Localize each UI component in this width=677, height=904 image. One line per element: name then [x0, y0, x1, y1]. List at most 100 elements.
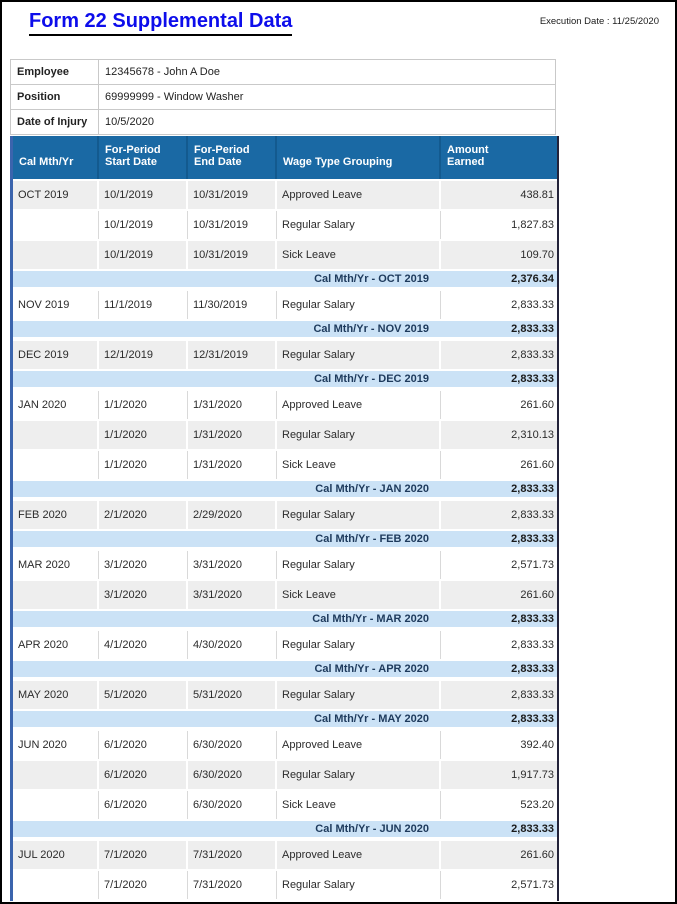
- subtotal-row: Cal Mth/Yr - MAY 2020 2,833.33: [13, 711, 557, 727]
- info-row: Employee 12345678 - John A Doe: [10, 60, 556, 85]
- cell-cal-mth-yr: [13, 871, 99, 899]
- cell-end-date: 6/30/2020: [188, 761, 277, 789]
- cell-end-date: 3/31/2020: [188, 551, 277, 579]
- cell-end-date: 11/30/2019: [188, 291, 277, 319]
- cell-end-date: 2/29/2020: [188, 501, 277, 529]
- cell-amount: 1,917.73: [441, 761, 557, 789]
- cell-wage-type: Regular Salary: [277, 291, 441, 319]
- cell-amount: 523.20: [441, 791, 557, 819]
- info-label: Employee: [10, 60, 98, 84]
- cell-start-date: 6/1/2020: [99, 761, 188, 789]
- execution-date: Execution Date : 11/25/2020: [539, 16, 659, 27]
- cell-amount: 2,571.73: [441, 871, 557, 899]
- wage-row: 1/1/2020 1/31/2020 Regular Salary 2,310.13: [13, 421, 557, 449]
- subtotal-row: Cal Mth/Yr - JAN 2020 2,833.33: [13, 481, 557, 497]
- cell-wage-type: Regular Salary: [277, 551, 441, 579]
- wage-table-body: OCT 2019 10/1/2019 10/31/2019 Approved Leav…: [13, 181, 557, 899]
- subtotal-amount: 2,833.33: [441, 611, 557, 627]
- cell-wage-type: Approved Leave: [277, 391, 441, 419]
- cell-start-date: 6/1/2020: [99, 791, 188, 819]
- subtotal-row: Cal Mth/Yr - MAR 2020 2,833.33: [13, 611, 557, 627]
- cell-end-date: 1/31/2020: [188, 421, 277, 449]
- cell-wage-type: Sick Leave: [277, 451, 441, 479]
- cell-start-date: 2/1/2020: [99, 501, 188, 529]
- report-title-link[interactable]: Form 22 Supplemental Data: [29, 10, 293, 36]
- cell-amount: 2,833.33: [441, 291, 557, 319]
- cell-end-date: 1/31/2020: [188, 391, 277, 419]
- subtotal-amount: 2,833.33: [441, 481, 557, 497]
- cell-cal-mth-yr: NOV 2019: [13, 291, 99, 319]
- wage-row: JUN 2020 6/1/2020 6/30/2020 Approved Leave 3…: [13, 731, 557, 759]
- wage-table: Cal Mth/Yr For-Period Start Date For-Perio…: [10, 136, 559, 901]
- column-header-label: Wage Type Grouping: [283, 155, 393, 168]
- cell-start-date: 5/1/2020: [99, 681, 188, 709]
- subtotal-amount: 2,833.33: [441, 321, 557, 337]
- cell-amount: 2,571.73: [441, 551, 557, 579]
- cell-wage-type: Regular Salary: [277, 681, 441, 709]
- cell-amount: 261.60: [441, 581, 557, 609]
- subtotal-amount: 2,376.34: [441, 271, 557, 287]
- subtotal-amount: 2,833.33: [441, 531, 557, 547]
- cell-end-date: 10/31/2019: [188, 211, 277, 239]
- cell-wage-type: Approved Leave: [277, 731, 441, 759]
- info-value: 69999999 - Window Washer: [98, 85, 556, 109]
- subtotal-row: Cal Mth/Yr - OCT 2019 2,376.34: [13, 271, 557, 287]
- cell-amount: 2,833.33: [441, 681, 557, 709]
- column-header: Amount Earned: [441, 136, 557, 179]
- wage-row: 7/1/2020 7/31/2020 Regular Salary 2,571.73: [13, 871, 557, 899]
- cell-amount: 2,833.33: [441, 501, 557, 529]
- column-header: For-Period End Date: [188, 136, 277, 179]
- cell-wage-type: Sick Leave: [277, 581, 441, 609]
- cell-wage-type: Regular Salary: [277, 211, 441, 239]
- subtotal-label: Cal Mth/Yr - MAY 2020: [13, 711, 441, 727]
- subtotal-amount: 2,833.33: [441, 821, 557, 837]
- cell-end-date: 3/31/2020: [188, 581, 277, 609]
- cell-cal-mth-yr: [13, 791, 99, 819]
- cell-start-date: 3/1/2020: [99, 581, 188, 609]
- wage-row: MAR 2020 3/1/2020 3/31/2020 Regular Salary 2…: [13, 551, 557, 579]
- subtotal-row: Cal Mth/Yr - DEC 2019 2,833.33: [13, 371, 557, 387]
- cell-start-date: 10/1/2019: [99, 211, 188, 239]
- cell-amount: 2,833.33: [441, 341, 557, 369]
- cell-cal-mth-yr: [13, 761, 99, 789]
- cell-cal-mth-yr: DEC 2019: [13, 341, 99, 369]
- cell-end-date: 1/31/2020: [188, 451, 277, 479]
- subtotal-amount: 2,833.33: [441, 371, 557, 387]
- column-header-label: For-Period End Date: [194, 143, 250, 168]
- cell-cal-mth-yr: [13, 241, 99, 269]
- cell-start-date: 3/1/2020: [99, 551, 188, 579]
- column-header: Wage Type Grouping: [277, 136, 441, 179]
- cell-amount: 392.40: [441, 731, 557, 759]
- cell-wage-type: Regular Salary: [277, 501, 441, 529]
- cell-wage-type: Regular Salary: [277, 761, 441, 789]
- employee-info-table: Employee 12345678 - John A Doe Position 699…: [10, 59, 556, 135]
- cell-end-date: 10/31/2019: [188, 181, 277, 209]
- cell-cal-mth-yr: [13, 581, 99, 609]
- info-row: Position 69999999 - Window Washer: [10, 85, 556, 110]
- cell-end-date: 7/31/2020: [188, 841, 277, 869]
- cell-amount: 1,827.83: [441, 211, 557, 239]
- subtotal-row: Cal Mth/Yr - FEB 2020 2,833.33: [13, 531, 557, 547]
- cell-cal-mth-yr: JUN 2020: [13, 731, 99, 759]
- cell-end-date: 5/31/2020: [188, 681, 277, 709]
- subtotal-label: Cal Mth/Yr - DEC 2019: [13, 371, 441, 387]
- wage-row: FEB 2020 2/1/2020 2/29/2020 Regular Salary 2…: [13, 501, 557, 529]
- cell-cal-mth-yr: OCT 2019: [13, 181, 99, 209]
- subtotal-label: Cal Mth/Yr - FEB 2020: [13, 531, 441, 547]
- cell-end-date: 6/30/2020: [188, 791, 277, 819]
- subtotal-label: Cal Mth/Yr - APR 2020: [13, 661, 441, 677]
- cell-start-date: 7/1/2020: [99, 841, 188, 869]
- subtotal-label: Cal Mth/Yr - JAN 2020: [13, 481, 441, 497]
- cell-amount: 109.70: [441, 241, 557, 269]
- wage-row: JAN 2020 1/1/2020 1/31/2020 Approved Leave 2…: [13, 391, 557, 419]
- cell-cal-mth-yr: [13, 211, 99, 239]
- cell-cal-mth-yr: JAN 2020: [13, 391, 99, 419]
- cell-start-date: 7/1/2020: [99, 871, 188, 899]
- wage-row: JUL 2020 7/1/2020 7/31/2020 Approved Leave 2…: [13, 841, 557, 869]
- cell-amount: 438.81: [441, 181, 557, 209]
- wage-row: 10/1/2019 10/31/2019 Regular Salary 1,827.8…: [13, 211, 557, 239]
- subtotal-row: Cal Mth/Yr - APR 2020 2,833.33: [13, 661, 557, 677]
- column-header: Cal Mth/Yr: [13, 136, 99, 179]
- wage-row: MAY 2020 5/1/2020 5/31/2020 Regular Salary 2…: [13, 681, 557, 709]
- cell-amount: 261.60: [441, 391, 557, 419]
